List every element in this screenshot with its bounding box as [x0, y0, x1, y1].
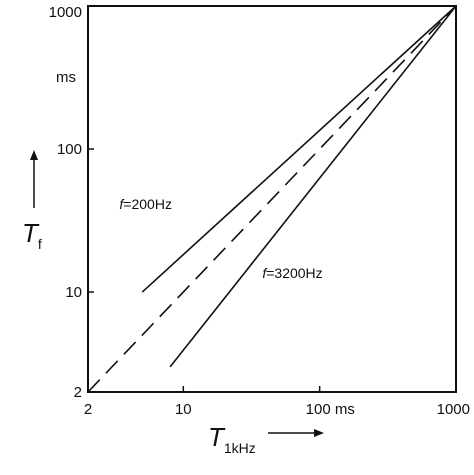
- y-axis-title-main: T: [22, 218, 40, 248]
- x-tick-label-0: 2: [84, 401, 92, 418]
- x-tick-label-2: 100 ms: [306, 401, 355, 418]
- x-axis-title: T1kHz: [208, 422, 324, 456]
- svg-text:Tf: Tf: [22, 218, 42, 252]
- series: [87, 5, 457, 393]
- plot-frame: [87, 5, 457, 393]
- x-tick-label-3: 1000: [437, 401, 470, 418]
- y-tick-label-1: 10: [65, 284, 82, 301]
- annotations: f=200Hz f=3200Hz: [119, 196, 322, 281]
- y-axis-title: Tf: [22, 150, 42, 252]
- x-axis-title-main: T: [208, 422, 226, 452]
- y-tick-label-2: 100: [57, 141, 82, 158]
- y-tick-label-3: 1000: [49, 4, 82, 21]
- series-label-0: f=200Hz: [119, 196, 172, 212]
- x-tick-label-1: 10: [175, 401, 192, 418]
- series-line-0: [141, 5, 457, 293]
- x-axis-arrow-head: [314, 429, 324, 437]
- y-unit-label: ms: [56, 69, 76, 86]
- series-line-2: [169, 5, 457, 368]
- y-axis-title-sub: f: [38, 236, 42, 252]
- y-tick-label-0: 2: [74, 384, 82, 401]
- series-label-1: f=3200Hz: [262, 265, 322, 281]
- series-line-1: [87, 5, 457, 393]
- tick-labels: 2 10 100 ms 1000 2 10 100 1000: [49, 4, 470, 418]
- x-axis-title-sub: 1kHz: [224, 440, 256, 456]
- y-axis-arrow-head: [30, 150, 38, 160]
- svg-text:T1kHz: T1kHz: [208, 422, 256, 456]
